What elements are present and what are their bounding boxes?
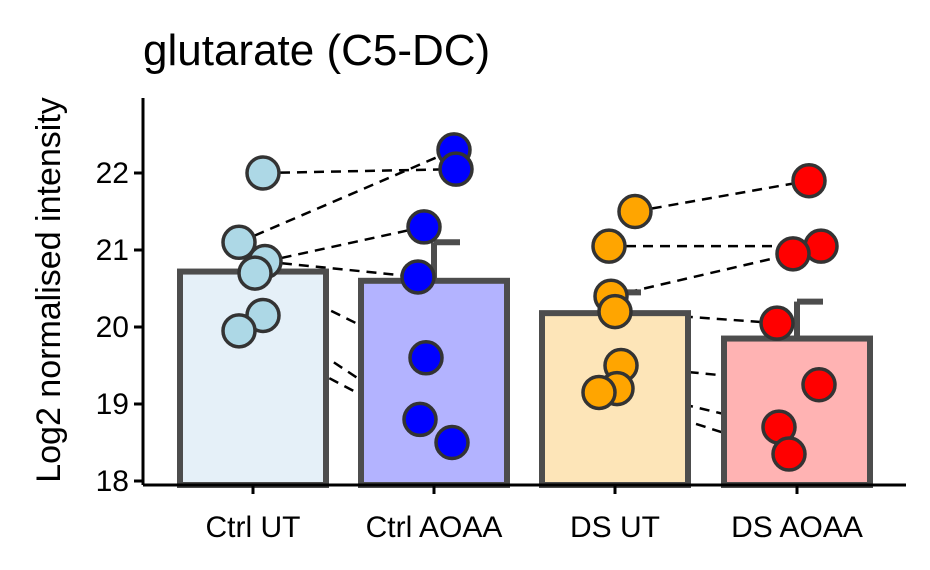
bars xyxy=(177,268,873,489)
data-point xyxy=(408,340,444,376)
y-tick-label: 19 xyxy=(96,388,129,421)
y-tick-label: 21 xyxy=(96,234,129,267)
data-points xyxy=(221,132,839,472)
data-point xyxy=(400,259,436,295)
x-tick-label: DS UT xyxy=(570,511,660,544)
x-tick-label: Ctrl AOAA xyxy=(366,511,503,544)
data-point xyxy=(617,193,653,230)
pair-line xyxy=(262,167,457,175)
chart-title: glutarate (C5-DC) xyxy=(143,26,490,75)
bar xyxy=(358,277,510,488)
data-point xyxy=(245,155,281,191)
data-point xyxy=(791,162,827,199)
pair-line xyxy=(238,148,455,244)
x-tick-label: Ctrl UT xyxy=(206,511,301,544)
pair-line xyxy=(264,260,419,279)
data-point xyxy=(237,255,273,291)
data-point xyxy=(438,151,474,187)
data-point xyxy=(402,401,438,438)
data-point xyxy=(775,236,811,272)
data-point xyxy=(221,313,257,349)
pair-line xyxy=(610,252,794,298)
data-point xyxy=(597,293,633,330)
data-point xyxy=(581,374,617,411)
axes xyxy=(141,98,906,487)
data-point xyxy=(801,367,837,403)
pair-line xyxy=(264,225,425,263)
data-point xyxy=(221,224,257,261)
data-point xyxy=(434,424,470,461)
x-ticks: Ctrl UT Ctrl AOAA DS UT DS AOAA xyxy=(206,485,863,544)
error-bars xyxy=(253,239,823,339)
y-ticks: 18 19 20 21 22 xyxy=(96,157,143,498)
y-tick-label: 20 xyxy=(96,311,129,344)
data-point xyxy=(759,305,795,341)
y-tick-label: 18 xyxy=(96,465,129,498)
y-axis-label: Log2 normalised intensity xyxy=(30,97,68,483)
pair-line xyxy=(634,179,810,213)
data-point xyxy=(591,228,627,264)
data-point xyxy=(771,436,807,472)
data-point xyxy=(406,209,442,245)
y-tick-label: 22 xyxy=(96,157,129,190)
x-tick-label: DS AOAA xyxy=(731,511,863,544)
